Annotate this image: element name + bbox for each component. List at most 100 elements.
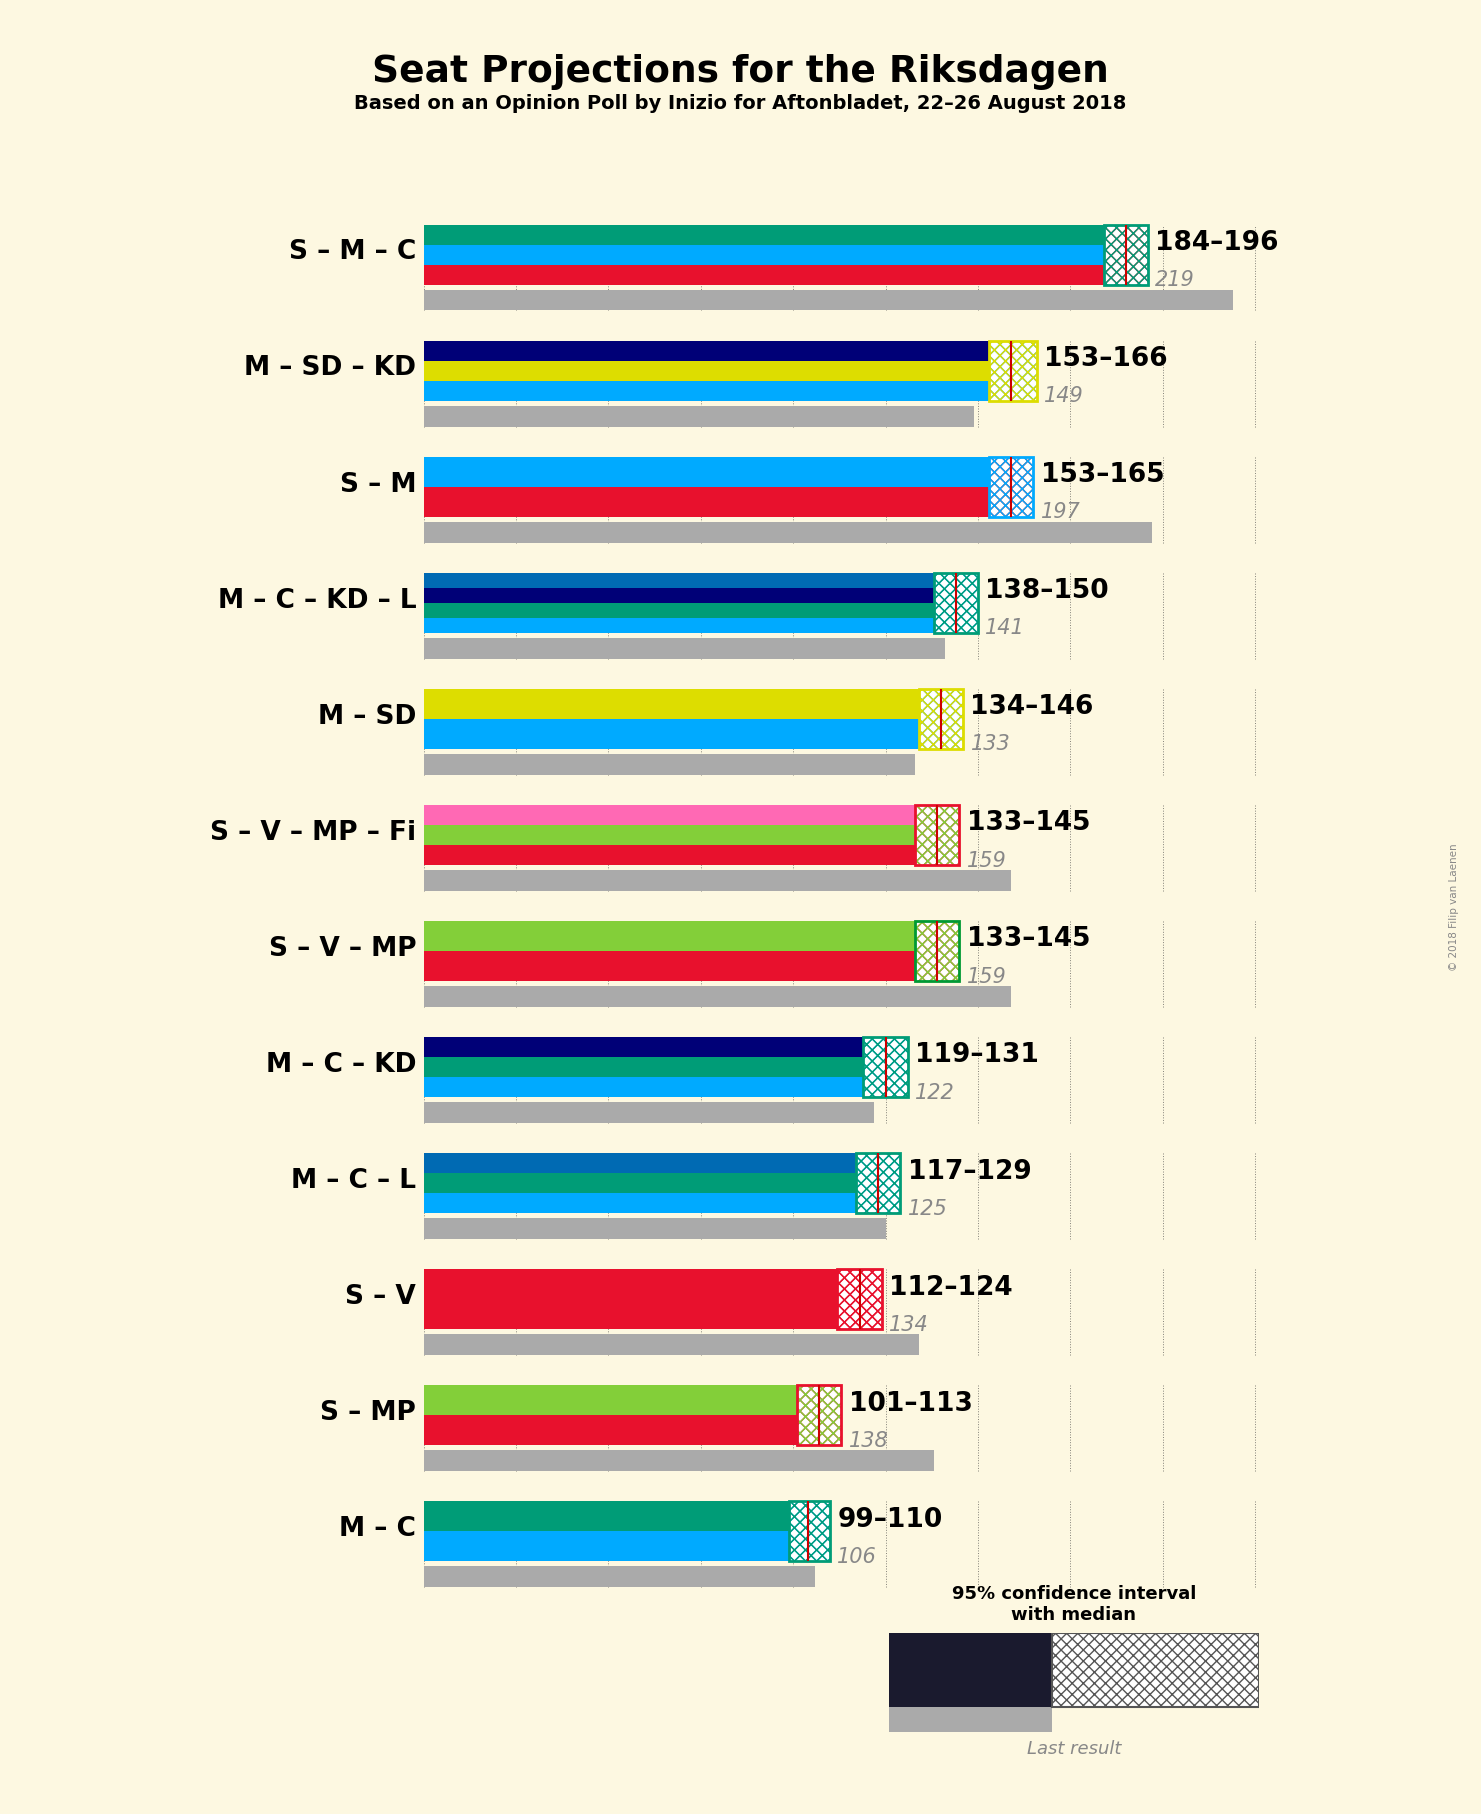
Bar bbox=[789, 1502, 829, 1562]
Bar bbox=[424, 588, 933, 602]
Bar bbox=[837, 1270, 881, 1330]
Bar bbox=[863, 1038, 908, 1097]
Bar bbox=[989, 341, 1037, 401]
Text: M – C – KD: M – C – KD bbox=[265, 1052, 416, 1078]
Bar bbox=[989, 341, 1037, 401]
Text: 138–150: 138–150 bbox=[985, 579, 1109, 604]
Bar bbox=[424, 1217, 886, 1239]
Bar bbox=[424, 922, 915, 951]
Bar bbox=[933, 573, 977, 633]
Text: Last result: Last result bbox=[1026, 1740, 1121, 1758]
Bar bbox=[789, 1502, 829, 1562]
Bar bbox=[1103, 225, 1148, 285]
Bar bbox=[837, 1270, 881, 1330]
Text: 134–146: 134–146 bbox=[970, 695, 1094, 720]
Text: M – SD – KD: M – SD – KD bbox=[244, 356, 416, 381]
Bar bbox=[789, 1502, 829, 1562]
Bar bbox=[989, 457, 1034, 517]
Bar bbox=[424, 1415, 797, 1446]
Text: 117–129: 117–129 bbox=[908, 1159, 1031, 1185]
Bar bbox=[915, 805, 960, 865]
Bar bbox=[933, 573, 977, 633]
Bar bbox=[1103, 225, 1148, 285]
Bar bbox=[424, 406, 974, 426]
Bar bbox=[424, 1270, 837, 1330]
Bar bbox=[918, 689, 963, 749]
Bar bbox=[424, 361, 989, 381]
Bar bbox=[424, 1565, 816, 1587]
Bar bbox=[424, 1101, 874, 1123]
Bar bbox=[1103, 225, 1148, 285]
Bar bbox=[424, 457, 989, 486]
Bar bbox=[424, 1502, 789, 1531]
Bar bbox=[424, 245, 1103, 265]
Bar bbox=[989, 457, 1034, 517]
Bar bbox=[424, 619, 933, 633]
Bar bbox=[424, 381, 989, 401]
Text: 101–113: 101–113 bbox=[849, 1391, 973, 1417]
Bar bbox=[863, 1038, 908, 1097]
Bar bbox=[424, 1449, 933, 1471]
Bar bbox=[424, 522, 1152, 542]
Bar bbox=[989, 341, 1037, 401]
Bar bbox=[915, 922, 960, 981]
Bar bbox=[789, 1502, 829, 1562]
Bar bbox=[918, 689, 963, 749]
Bar bbox=[797, 1386, 841, 1446]
Bar bbox=[424, 755, 915, 775]
Text: 219: 219 bbox=[1155, 270, 1195, 290]
Text: Seat Projections for the Riksdagen: Seat Projections for the Riksdagen bbox=[372, 54, 1109, 91]
Bar bbox=[424, 825, 915, 845]
Text: 99–110: 99–110 bbox=[837, 1507, 943, 1533]
Text: M – C – KD – L: M – C – KD – L bbox=[218, 588, 416, 613]
Bar bbox=[915, 922, 960, 981]
Text: 153–165: 153–165 bbox=[1041, 463, 1164, 488]
Bar bbox=[915, 805, 960, 865]
Bar bbox=[424, 1154, 856, 1174]
Bar bbox=[1052, 1633, 1259, 1707]
Text: 133–145: 133–145 bbox=[967, 927, 1090, 952]
Bar bbox=[915, 922, 960, 981]
Bar bbox=[424, 845, 915, 865]
Text: 149: 149 bbox=[1044, 386, 1084, 406]
Bar bbox=[424, 486, 989, 517]
Text: 138: 138 bbox=[849, 1431, 889, 1451]
Bar bbox=[863, 1038, 908, 1097]
Bar bbox=[797, 1386, 841, 1446]
Text: M – C – L: M – C – L bbox=[292, 1168, 416, 1194]
Text: 106: 106 bbox=[837, 1547, 877, 1567]
Text: 153–166: 153–166 bbox=[1044, 346, 1169, 372]
Text: 133: 133 bbox=[970, 735, 1010, 755]
Bar bbox=[424, 639, 945, 658]
Bar bbox=[424, 1386, 797, 1415]
Text: S – V – MP: S – V – MP bbox=[268, 936, 416, 961]
Bar bbox=[424, 602, 933, 619]
Bar bbox=[424, 1078, 863, 1097]
Bar bbox=[856, 1154, 900, 1214]
Text: S – M – C: S – M – C bbox=[289, 239, 416, 265]
Bar bbox=[889, 1707, 1052, 1732]
Text: S – V – MP – Fi: S – V – MP – Fi bbox=[210, 820, 416, 845]
Text: S – V: S – V bbox=[345, 1284, 416, 1310]
Text: Based on an Opinion Poll by Inizio for Aftonbladet, 22–26 August 2018: Based on an Opinion Poll by Inizio for A… bbox=[354, 94, 1127, 112]
Bar bbox=[856, 1154, 900, 1214]
Bar bbox=[918, 689, 963, 749]
Text: 197: 197 bbox=[1041, 502, 1081, 522]
Text: 119–131: 119–131 bbox=[915, 1043, 1040, 1068]
Bar bbox=[424, 1194, 856, 1214]
Bar bbox=[989, 457, 1034, 517]
Text: 134: 134 bbox=[889, 1315, 929, 1335]
Bar bbox=[424, 985, 1012, 1007]
Bar bbox=[989, 341, 1037, 401]
Text: 133–145: 133–145 bbox=[967, 811, 1090, 836]
Text: 141: 141 bbox=[985, 619, 1025, 639]
Bar bbox=[915, 922, 960, 981]
Text: S – MP: S – MP bbox=[320, 1400, 416, 1426]
Text: 122: 122 bbox=[915, 1083, 955, 1103]
Bar bbox=[856, 1154, 900, 1214]
Bar bbox=[424, 1058, 863, 1078]
Bar bbox=[424, 1531, 789, 1562]
Bar bbox=[1103, 225, 1148, 285]
Text: 112–124: 112–124 bbox=[889, 1275, 1013, 1301]
Bar bbox=[889, 1633, 1052, 1707]
